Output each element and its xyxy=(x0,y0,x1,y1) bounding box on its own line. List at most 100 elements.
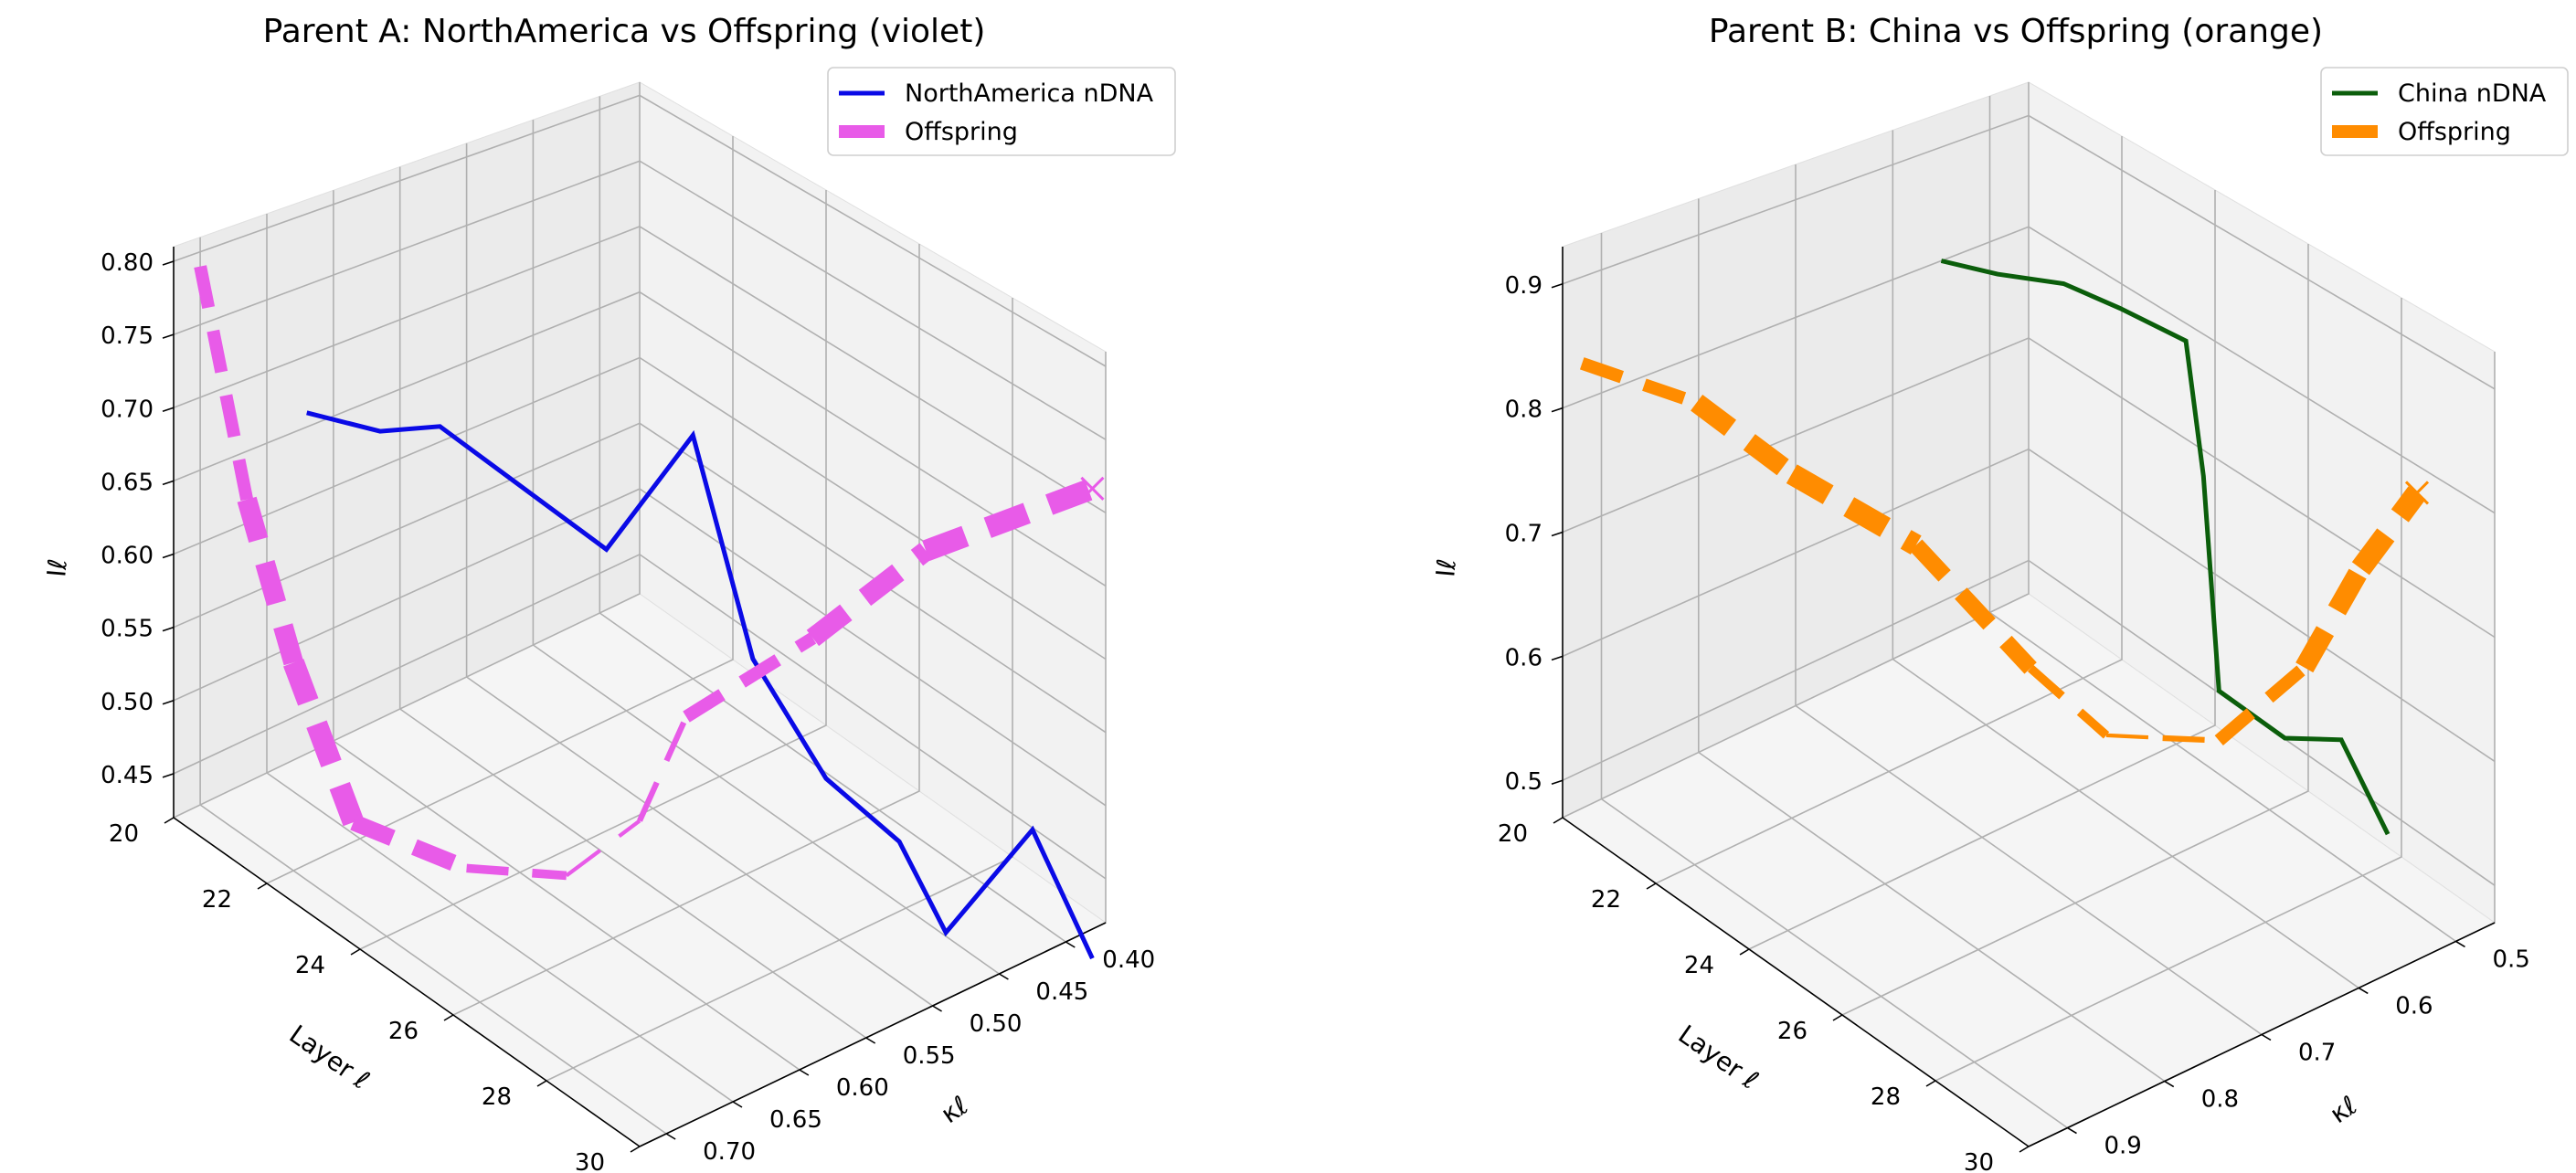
parent-line xyxy=(1940,259,2390,836)
x-tick-label: 26 xyxy=(388,1018,419,1045)
chart-title: Parent A: NorthAmerica vs Offspring (vio… xyxy=(263,13,986,50)
y-tick xyxy=(932,1005,942,1012)
y-tick-label: 0.9 xyxy=(2104,1133,2142,1160)
y-tick-label: 0.6 xyxy=(2395,992,2433,1020)
z-tick xyxy=(162,407,175,413)
series-offspring xyxy=(1579,357,2430,745)
x-gridline xyxy=(1841,244,2309,1016)
z-tick xyxy=(1551,407,1564,413)
z-tick-label: 0.75 xyxy=(101,322,154,350)
legend-label: Offspring xyxy=(2398,118,2511,146)
offspring-segment xyxy=(1579,357,1699,409)
offspring-segment xyxy=(2295,563,2369,673)
y-gridline xyxy=(1795,164,2263,1036)
z-tick-label: 0.8 xyxy=(1505,396,1542,424)
y-axis-line xyxy=(639,922,1107,1147)
x-gridline xyxy=(1935,298,2402,1082)
x-tick xyxy=(350,948,361,956)
legend-box xyxy=(2320,67,2569,156)
y-tick-label: 0.45 xyxy=(1035,978,1088,1006)
y-tick xyxy=(2358,987,2369,995)
offspring-segment xyxy=(806,543,932,647)
end-marker xyxy=(2404,481,2430,505)
x-tick-label: 30 xyxy=(575,1149,605,1173)
x-tick-label: 24 xyxy=(295,952,325,979)
parent-line xyxy=(306,410,1095,960)
offspring-segment xyxy=(2351,486,2426,576)
z-tick xyxy=(162,626,175,632)
z-gridline xyxy=(173,356,1107,660)
y-gridline xyxy=(465,143,934,1007)
z-axis-label: Iℓ xyxy=(1430,557,1462,578)
x-gridline xyxy=(266,136,734,884)
chart-title: Parent B: China vs Offspring (orange) xyxy=(1709,13,2323,50)
x-tick xyxy=(536,1080,547,1087)
gridlines xyxy=(1562,82,2496,1147)
y-tick xyxy=(2164,1080,2175,1088)
legend-label: China nDNA xyxy=(2398,79,2547,108)
end-marker xyxy=(1080,476,1105,501)
y-tick-label: 0.8 xyxy=(2201,1086,2239,1114)
z-gridline xyxy=(1562,559,2496,886)
x-tick xyxy=(164,817,175,824)
y-tick xyxy=(865,1037,876,1044)
z-tick xyxy=(162,480,175,486)
offspring-segment xyxy=(2162,734,2220,744)
z-tick-label: 0.45 xyxy=(101,762,154,789)
x-tick xyxy=(1925,1080,1936,1087)
z-axis-label: Iℓ xyxy=(41,557,73,578)
y-tick xyxy=(2455,940,2465,948)
offspring-segment xyxy=(565,819,641,878)
x-tick-label: 22 xyxy=(202,886,232,914)
x-tick-label: 28 xyxy=(1871,1083,1901,1111)
z-gridline xyxy=(1562,448,2496,763)
offspring-segment xyxy=(683,632,817,723)
z-gridline xyxy=(173,94,1107,367)
x-tick-label: 24 xyxy=(1684,952,1714,979)
z-gridline xyxy=(173,160,1107,440)
series-parent xyxy=(306,410,1095,960)
offspring-segment xyxy=(1910,539,2037,674)
z-gridline xyxy=(1562,226,2496,514)
z-tick-label: 0.50 xyxy=(101,689,154,716)
y-gridline xyxy=(266,214,734,1103)
y-tick xyxy=(2067,1126,2077,1135)
y-gridline xyxy=(1698,198,2166,1083)
z-tick-label: 0.6 xyxy=(1505,644,1542,671)
x-tick-label: 20 xyxy=(109,820,139,848)
x-tick-label: 20 xyxy=(1498,820,1528,848)
y-tick xyxy=(799,1069,810,1076)
y-tick xyxy=(732,1101,743,1108)
x-gridline xyxy=(359,190,827,950)
x-tick xyxy=(1739,948,1750,956)
offspring-segment xyxy=(466,863,567,881)
x-tick-label: 26 xyxy=(1777,1018,1807,1045)
y-tick xyxy=(665,1133,676,1140)
offspring-segment xyxy=(2105,733,2163,741)
offspring-segment xyxy=(237,496,303,666)
z-tick-label: 0.9 xyxy=(1505,272,1542,300)
offspring-segment xyxy=(350,814,471,876)
z-tick-label: 0.60 xyxy=(101,543,154,570)
z-gridline xyxy=(173,422,1107,734)
z-gridline xyxy=(173,488,1107,807)
tick-labels: 20 22 24 26 28 30 0.5 0.6 0.7 0.8 0.9 0.5 0.6 0.7 0.8 0… xyxy=(1498,272,2530,1173)
x-tick xyxy=(1832,1014,1843,1021)
y-tick-label: 0.50 xyxy=(970,1010,1023,1038)
x-gridline xyxy=(1748,190,2216,950)
y-gridline xyxy=(199,237,667,1135)
x-gridline xyxy=(1562,82,2030,819)
y-gridline xyxy=(532,120,1000,975)
legend-box xyxy=(827,67,1176,156)
x-tick-label: 28 xyxy=(482,1083,512,1111)
y-tick xyxy=(2261,1033,2272,1041)
z-tick-label: 0.80 xyxy=(101,249,154,277)
z-tick xyxy=(162,333,175,339)
y-tick-label: 0.40 xyxy=(1102,946,1155,974)
z-tick-label: 0.7 xyxy=(1505,521,1542,548)
x-axis-line xyxy=(1562,817,2030,1147)
x-tick-label: 30 xyxy=(1964,1149,1994,1173)
z-tick xyxy=(162,700,175,705)
axis-lines xyxy=(173,247,1107,1147)
chart-panel-parent-b: 20 22 24 26 28 30 0.5 0.6 0.7 0.8 0.9 0.5 0.6 0.7 0.8 0… xyxy=(1430,13,2569,1173)
